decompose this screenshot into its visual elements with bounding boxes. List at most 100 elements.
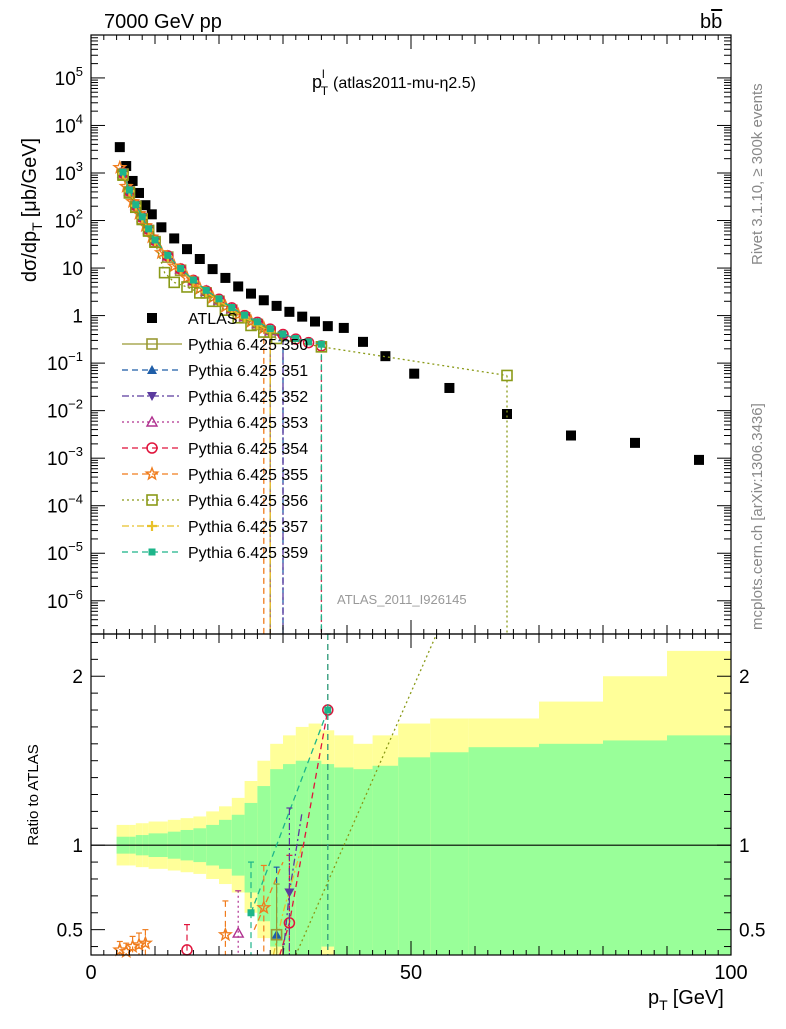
ratio-point-0-0	[112, 941, 128, 957]
legend-entry-2: Pythia 6.425 351	[122, 363, 308, 380]
series-0-point-3	[134, 187, 144, 198]
legend-entry-8: Pythia 6.425 357	[122, 519, 308, 536]
plot-title-sup: l	[322, 67, 325, 81]
series-6-point-6	[153, 244, 170, 260]
main-y-axis-label: dσ/dpT [μb/GeV]	[19, 138, 45, 282]
ratio-y-axis-label: Ratio to ATLAS	[25, 744, 42, 845]
main-y-tick-base-3: 10	[47, 449, 68, 470]
legend-marker-6	[144, 466, 160, 481]
ratio-y-tick-label-r-0: 0.5	[739, 921, 765, 942]
series-0-point-19	[322, 321, 333, 332]
main-y-tick-exp-5: −1	[68, 349, 83, 364]
band-inner-26	[539, 743, 603, 955]
legend-label-7: Pythia 6.425 356	[188, 493, 308, 510]
series-0	[114, 142, 704, 465]
band-inner-27	[603, 740, 667, 955]
series-5-point-15	[277, 328, 289, 341]
x-tick-label-2: 100	[714, 962, 747, 984]
x-tick-label-0: 0	[85, 962, 96, 984]
ratio-y-tick-label-l-2: 2	[72, 667, 83, 688]
x-axis-label: pT [GeV]	[648, 987, 724, 1013]
legend-entry-6: Pythia 6.425 355	[122, 466, 308, 484]
series-9-point-11	[228, 303, 236, 311]
series-0-point-5	[146, 209, 157, 220]
series-6-point-9	[192, 280, 208, 295]
ratio-point-5-0	[270, 928, 283, 941]
ratio-uncertainty-bands	[91, 650, 731, 955]
band-inner-15	[270, 769, 283, 947]
ratio-point-2-0	[232, 926, 245, 938]
main-y-tick-base-2: 10	[47, 497, 68, 518]
series-9-point-2	[132, 201, 140, 209]
legend-label-4: Pythia 6.425 353	[188, 415, 308, 432]
series-0-point-8	[182, 244, 192, 255]
x-label-post: [GeV]	[673, 987, 724, 1009]
series-9-point-10	[215, 295, 223, 303]
ratio-point-6-0	[247, 909, 255, 917]
main-y-tick-exp-4: −2	[68, 397, 83, 412]
main-y-tick-label-1: 10−5	[47, 539, 83, 565]
main-y-tick-exp-9: 3	[76, 159, 83, 174]
legend-marker-0	[147, 313, 157, 323]
series-0-point-10	[207, 264, 218, 275]
series-7-point-8	[181, 281, 193, 293]
series-1-line	[122, 173, 271, 333]
legend: ATLAS Pythia 6.425 350 Pythia 6.425 351 Pyt…	[122, 311, 308, 562]
ratio-point-0-2	[124, 938, 141, 953]
legend-label-2: Pythia 6.425 351	[188, 363, 308, 380]
main-y-tick-exp-11: 5	[76, 64, 83, 79]
band-inner-21	[353, 769, 373, 955]
series-9-point-7	[177, 264, 185, 272]
series-0-point-9	[194, 254, 205, 265]
series-0-point-15	[271, 300, 282, 311]
analysis-label: ATLAS_2011_I926145	[337, 592, 467, 607]
series-9-point-6	[164, 251, 172, 259]
series-9-point-15	[279, 330, 287, 338]
main-y-tick-label-10: 104	[55, 111, 83, 137]
legend-marker-1	[146, 338, 158, 350]
main-y-tick-exp-1: −5	[68, 539, 83, 554]
ratio-point-3-0	[284, 888, 295, 898]
series-0-point-26	[566, 430, 576, 441]
main-y-tick-label-0: 10−6	[47, 587, 83, 613]
main-y-tick-exp-8: 2	[76, 207, 83, 222]
x-label-sub: T	[659, 997, 668, 1013]
main-y-tick-exp-3: −3	[68, 444, 83, 459]
legend-label-0: ATLAS	[188, 311, 238, 328]
series-0-point-20	[338, 322, 349, 333]
process-base: b	[700, 11, 711, 33]
legend-label-6: Pythia 6.425 355	[188, 467, 308, 484]
series-5-point-17	[302, 336, 315, 349]
main-y-tick-label-4: 10−2	[47, 397, 83, 423]
band-inner-11	[219, 819, 232, 869]
series-9-point-14	[266, 325, 274, 333]
series-0-point-12	[233, 281, 244, 292]
legend-entry-9: Pythia 6.425 359	[122, 545, 308, 562]
series-0-point-16	[284, 306, 295, 317]
band-inner-14	[257, 786, 271, 922]
band-inner-24	[430, 752, 469, 955]
series-9-point-18	[317, 340, 325, 348]
legend-label-5: Pythia 6.425 354	[188, 441, 308, 458]
series-0-point-17	[297, 311, 308, 322]
legend-entry-3: Pythia 6.425 352	[122, 389, 308, 406]
ratio-line-0	[279, 709, 329, 956]
series-9-point-1	[125, 186, 133, 194]
plot-title-rest: (atlas2011-mu-η2.5)	[333, 75, 476, 92]
band-inner-13	[244, 802, 258, 893]
ratio-y-tick-label-r-2: 2	[739, 667, 750, 688]
ratio-line-1	[250, 709, 329, 914]
main-series	[112, 142, 704, 634]
ratio-point-6-1	[324, 706, 332, 714]
main-y-tick-base-4: 10	[47, 402, 68, 423]
main-y-tick-base-10: 10	[55, 116, 76, 137]
series-0-point-21	[358, 336, 368, 347]
ratio-point-0-3	[131, 936, 147, 952]
series-6-point-8	[179, 269, 195, 285]
series-9-point-9	[202, 286, 210, 294]
ratio-points-0	[112, 864, 272, 959]
plot-title: pl T (atlas2011-mu-η2.5)	[312, 67, 476, 98]
series-9-point-17	[305, 338, 313, 346]
band-inner-25	[468, 747, 539, 955]
